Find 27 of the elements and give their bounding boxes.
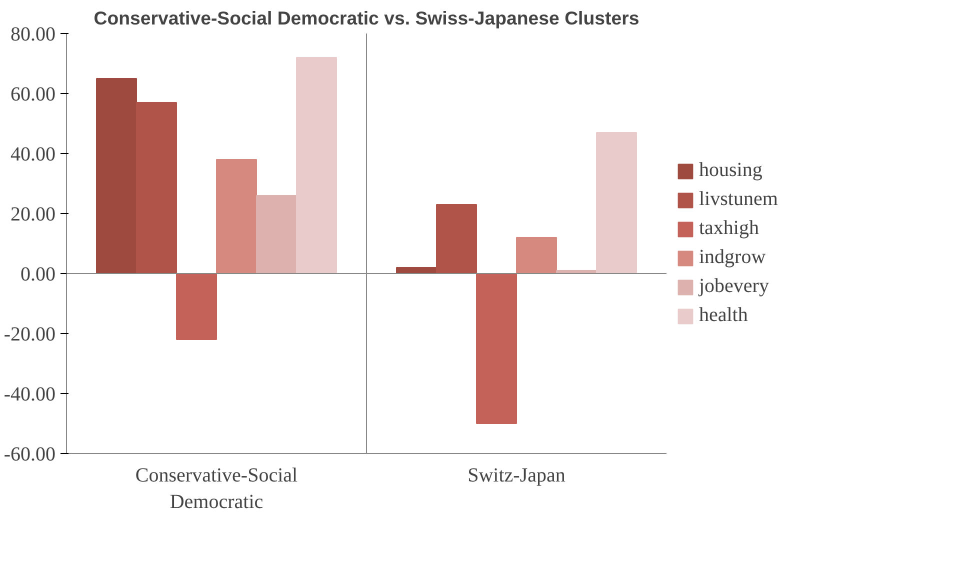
y-tick-label: 80.00 [10,24,56,46]
bar [516,237,557,274]
y-tick-label: 0.00 [20,264,56,286]
legend-label: livstunem [699,188,778,211]
legend-label: housing [699,159,762,182]
legend-label: health [699,304,748,327]
bar [256,195,297,274]
bar [596,132,637,274]
y-tick-label: -40.00 [4,384,56,406]
y-tick-label: 60.00 [10,84,56,106]
y-tick-label: -60.00 [4,444,56,466]
chart-title: Conservative-Social Democratic vs. Swiss-Japanese Clusters [94,8,640,28]
bar [136,102,177,274]
bar [96,78,137,274]
bar [296,57,337,274]
y-tick-label: 40.00 [10,144,56,166]
x-tick-label: Conservative-Social Democratic [135,464,298,513]
bar [216,159,257,274]
y-tick-label: -20.00 [4,324,56,346]
legend-label: jobevery [699,275,769,298]
legend-label: indgrow [699,246,766,269]
legend-label: taxhigh [699,217,759,240]
x-tick-label: Switz-Japan [468,464,566,486]
bar [476,273,517,424]
bar [176,273,217,340]
bar [436,204,477,274]
y-tick-label: 20.00 [10,204,56,226]
